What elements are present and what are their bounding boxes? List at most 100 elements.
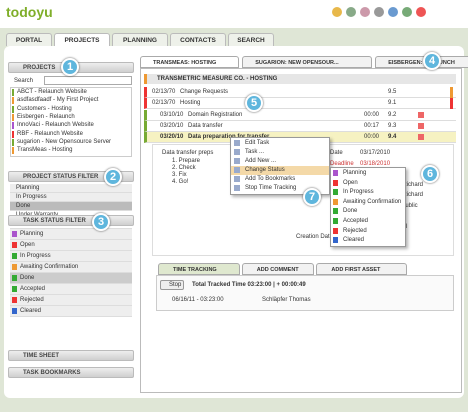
menu-item[interactable]: Planning (343, 170, 367, 176)
header-icon[interactable] (374, 7, 384, 17)
project-color (12, 122, 14, 130)
filter-item[interactable]: Done (10, 273, 132, 284)
nav-tab[interactable]: PORTAL (6, 33, 52, 46)
project-tab[interactable]: EISBERGEN: RELAUNCH (375, 56, 468, 68)
menu-item[interactable]: In Progress (343, 189, 374, 196)
panel-header[interactable]: PROJECT STATUS FILTER (8, 171, 134, 182)
filter-item[interactable]: In Progress (10, 251, 132, 262)
header-icon[interactable] (346, 7, 356, 17)
menu-item[interactable]: Open (343, 179, 358, 186)
filter-item[interactable]: Accepted (10, 284, 132, 295)
status-icon (12, 264, 17, 270)
callout: 2 (104, 168, 122, 186)
project-color (12, 97, 14, 105)
project-header: TRANSMETRIC MEASURE CO. - HOSTING (144, 74, 456, 84)
task-row[interactable] (144, 109, 456, 121)
task-row[interactable] (144, 98, 456, 110)
project-tab[interactable]: SUGARION: NEW OPENSOUR... (242, 56, 373, 68)
task-title: Hosting (180, 100, 201, 107)
project-item[interactable]: RBF - Relaunch Website (17, 130, 83, 137)
task-icon[interactable] (418, 111, 424, 118)
task-time: 00:00 (364, 111, 380, 118)
search-input[interactable] (44, 76, 132, 85)
task-icon[interactable] (418, 134, 424, 141)
menu-item[interactable]: Change Status (231, 166, 329, 175)
stop-button[interactable]: Stop (160, 280, 184, 290)
panel-header[interactable]: TASK BOOKMARKS (8, 367, 134, 378)
project-color (12, 147, 14, 155)
callout: 5 (245, 94, 263, 112)
menu-item[interactable]: Task ... (245, 149, 265, 155)
menu-item[interactable]: Rejected (343, 227, 367, 234)
task-flag (450, 87, 453, 98)
field-label: Date (330, 150, 343, 156)
callout: 6 (421, 165, 439, 183)
menu-icon (234, 158, 240, 164)
project-item[interactable]: ABCT - Relaunch Website (17, 89, 87, 95)
bottom-tab[interactable]: ADD COMMENT (241, 263, 315, 275)
task-title: Data preparation for transfer (188, 134, 270, 141)
menu-item[interactable]: Cleared (343, 237, 365, 244)
project-item[interactable]: Eisbergen - Relaunch (17, 113, 75, 120)
project-item[interactable]: asdfasdfaadf - My First Project (17, 97, 99, 104)
task-date: 03/20/10 (160, 122, 184, 129)
nav-tab[interactable]: CONTACTS (170, 33, 226, 46)
filter-item[interactable]: Planning (10, 229, 132, 240)
panel-header[interactable]: TASK STATUS FILTER (8, 215, 134, 226)
project-item[interactable]: TransMeas - Hosting (17, 147, 73, 154)
menu-item[interactable]: Stop Time Tracking (245, 185, 297, 191)
nav-tab[interactable]: PROJECTS (54, 33, 110, 46)
panel-header[interactable]: TIME SHEET (8, 350, 134, 361)
status-icon (12, 253, 17, 259)
filter-item[interactable]: Rejected (10, 295, 132, 306)
menu-icon (234, 185, 240, 191)
menu-item[interactable]: Add New ... (245, 158, 277, 164)
header-icon[interactable] (332, 7, 342, 17)
project-item[interactable]: Customers - Hosting (17, 105, 72, 112)
status-menu (330, 167, 406, 247)
menu-item[interactable]: Accepted (343, 218, 369, 224)
status-icon (12, 297, 17, 303)
menu-item[interactable]: Edit Task (245, 140, 270, 146)
status-icon (333, 218, 338, 224)
header-icon[interactable] (416, 7, 426, 17)
project-item[interactable]: InnoVaci - Relaunch Website (17, 122, 94, 129)
task-date: 02/13/70 (152, 89, 176, 95)
filter-item[interactable]: Open (10, 240, 132, 251)
task-row[interactable] (144, 87, 456, 98)
status-icon (12, 286, 17, 292)
filter-item[interactable]: In Progress (10, 193, 132, 202)
filter-item[interactable]: Awaiting Confirmation (10, 262, 132, 273)
task-time: 00:00 (364, 134, 380, 141)
nav-tab[interactable]: SEARCH (228, 33, 274, 46)
menu-item[interactable]: Done (343, 208, 358, 215)
status-icon (333, 208, 338, 215)
project-item[interactable]: sugarion - New Opensource Server (17, 138, 112, 145)
task-date: 03/10/10 (160, 111, 184, 118)
filter-item[interactable]: Cleared (10, 306, 132, 317)
menu-icon (234, 167, 240, 173)
project-color (12, 105, 14, 113)
bottom-tab[interactable]: ADD FIRST ASSET (316, 263, 408, 275)
nav-tab[interactable]: PLANNING (112, 33, 168, 46)
menu-item[interactable]: Add To Bookmarks (245, 176, 296, 182)
task-icon[interactable] (418, 122, 424, 129)
header-icon[interactable] (360, 7, 370, 17)
menu-icon (234, 149, 240, 155)
header-icon[interactable] (402, 7, 412, 17)
field-value: 03/18/2010 (360, 160, 391, 167)
task-date: 03/20/10 (160, 134, 184, 141)
filter-item[interactable]: Done (10, 202, 132, 211)
tracking-date: 06/16/11 - 03:23:00 (172, 297, 224, 303)
header-icon[interactable] (388, 7, 398, 17)
status-icon (333, 189, 338, 196)
bottom-tab[interactable]: TIME TRACKING (158, 263, 240, 275)
task-number: 9.5 (388, 89, 397, 95)
callout: 3 (92, 213, 110, 231)
filter-item[interactable]: Planning (10, 184, 132, 193)
menu-item[interactable]: Awaiting Confirmation (343, 198, 402, 205)
field-value: ner Richard (392, 192, 424, 198)
task-row[interactable] (144, 120, 456, 132)
field-label: Deadline (330, 160, 354, 167)
project-tab[interactable]: TRANSMEAS: HOSTING (140, 56, 240, 68)
